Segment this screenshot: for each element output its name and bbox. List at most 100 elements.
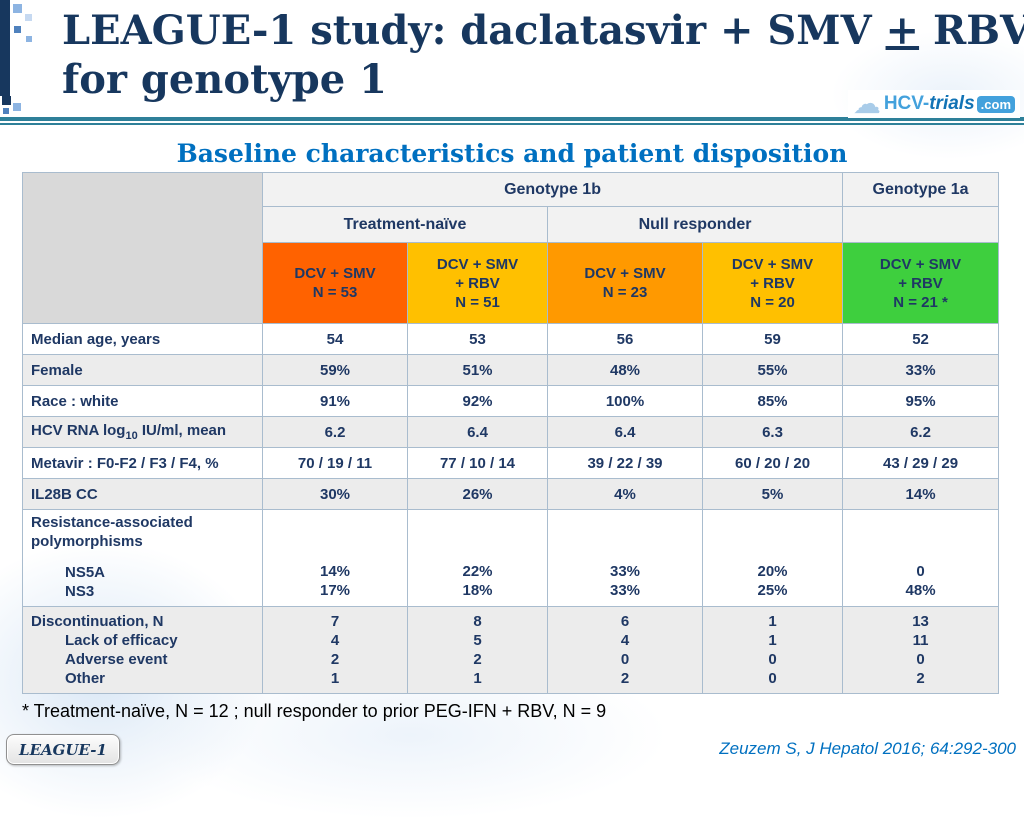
cell: 14% 17% bbox=[262, 509, 408, 607]
row-label: Race : white bbox=[22, 385, 263, 417]
label-line: polymorphisms bbox=[31, 533, 143, 550]
cell: 8 5 2 1 bbox=[407, 606, 548, 694]
row-label: Median age, years bbox=[22, 323, 263, 355]
cell: 59 bbox=[701, 323, 844, 355]
cloud-icon: ☁ bbox=[852, 88, 881, 119]
column-header-line: DCV + SMV bbox=[294, 265, 376, 282]
genotype-1a-header: Genotype 1a bbox=[842, 172, 1000, 207]
row-label: Resistance-associated polymorphisms NS5A… bbox=[22, 509, 263, 607]
cell: 22% 18% bbox=[407, 509, 548, 607]
row-median-age: Median age, years 54 53 56 59 52 bbox=[22, 323, 1000, 355]
cell: 30% bbox=[262, 478, 408, 510]
cell: 92% bbox=[407, 385, 548, 417]
decorative-square bbox=[14, 26, 21, 33]
column-header-dcv-smv-rbv-n51: DCV + SMV + RBV N = 51 bbox=[407, 242, 548, 324]
row-label: IL28B CC bbox=[22, 478, 263, 510]
title-text: LEAGUE-1 study: daclatasvir + SMV bbox=[62, 7, 886, 54]
cell: 6 4 0 2 bbox=[547, 606, 703, 694]
title-underlined-plus: + bbox=[885, 7, 920, 54]
corner-cell bbox=[22, 172, 263, 324]
cell: 1 1 0 0 bbox=[701, 606, 844, 694]
sub-label-ns5a: NS5A bbox=[65, 564, 106, 581]
slide-title: LEAGUE-1 study: daclatasvir + SMV + RBV … bbox=[62, 6, 1024, 104]
table-title: Baseline characteristics and patient dis… bbox=[176, 139, 848, 168]
cell: 48% bbox=[547, 354, 703, 386]
study-badge: LEAGUE-1 bbox=[6, 734, 120, 765]
label-line: Resistance-associated bbox=[31, 514, 193, 531]
cell: 26% bbox=[407, 478, 548, 510]
logo-text-com: .com bbox=[976, 95, 1015, 113]
cell: 59% bbox=[262, 354, 408, 386]
cell: 60 / 20 / 20 bbox=[701, 447, 844, 479]
row-metavir: Metavir : F0-F2 / F3 / F4, % 70 / 19 / 1… bbox=[22, 447, 1000, 479]
baseline-table: Genotype 1b Genotype 1a Treatment-naïve … bbox=[22, 172, 1000, 694]
decorative-square bbox=[13, 103, 21, 111]
decorative-square bbox=[3, 108, 9, 114]
genotype-1b-header: Genotype 1b bbox=[261, 172, 844, 207]
footnote: * Treatment-naïve, N = 12 ; null respond… bbox=[22, 701, 607, 721]
cell: 33% 33% bbox=[547, 509, 703, 607]
cell: 39 / 22 / 39 bbox=[547, 447, 703, 479]
column-header-line: DCV + SMV bbox=[731, 255, 814, 273]
row-label: Metavir : F0-F2 / F3 / F4, % bbox=[22, 447, 263, 479]
cell: 52 bbox=[842, 323, 1000, 355]
decorative-square bbox=[25, 14, 32, 21]
cell: 6.2 bbox=[842, 416, 1000, 448]
column-header-row: DCV + SMV N = 53 DCV + SMV + RBV N = 51 … bbox=[23, 242, 1000, 324]
row-race-white: Race : white 91% 92% 100% 85% 95% bbox=[22, 385, 1000, 417]
cell: 54 bbox=[262, 323, 408, 355]
row-hcv-rna: HCV RNA log10 IU/ml, mean 6.2 6.4 6.4 6.… bbox=[22, 416, 1000, 448]
column-header-line: N = 23 bbox=[602, 284, 648, 301]
genotype-header-row: Genotype 1b Genotype 1a bbox=[22, 172, 1000, 324]
decorative-square bbox=[26, 36, 32, 42]
row-label: Discontinuation, N Lack of efficacy Adve… bbox=[22, 606, 263, 694]
cell: 55% bbox=[701, 354, 844, 386]
row-resistance-polymorphisms: Resistance-associated polymorphisms NS5A… bbox=[22, 509, 1000, 607]
cell: 43 / 29 / 29 bbox=[842, 447, 1000, 479]
cell: 0 48% bbox=[842, 509, 1000, 607]
column-header-line: + RBV bbox=[455, 274, 500, 292]
subgroup-header-row: Treatment-naïve Null responder bbox=[23, 206, 1000, 243]
cell: 6.4 bbox=[407, 416, 548, 448]
cell: 7 4 2 1 bbox=[262, 606, 408, 694]
cell: 56 bbox=[547, 323, 703, 355]
decorative-square bbox=[13, 4, 22, 13]
column-header-line: DCV + SMV bbox=[436, 255, 519, 273]
row-female: Female 59% 51% 48% 55% 33% bbox=[22, 354, 1000, 386]
slide-title-line2: for genotype 1 bbox=[62, 56, 387, 103]
column-header-line: DCV + SMV bbox=[584, 265, 666, 282]
cell: 85% bbox=[701, 385, 844, 417]
column-header-dcv-smv-n53: DCV + SMV N = 53 bbox=[262, 242, 408, 324]
cell: 4% bbox=[547, 478, 703, 510]
hcv-trials-logo: ☁ HCV-trials .com bbox=[847, 88, 1020, 119]
subscript-10: 10 bbox=[125, 430, 138, 442]
sub-label-other: Other bbox=[65, 670, 106, 687]
column-header-line: N = 51 bbox=[455, 293, 500, 311]
cell: 100% bbox=[547, 385, 703, 417]
column-header-line: DCV + SMV bbox=[879, 255, 962, 273]
column-header-line: + RBV bbox=[750, 274, 795, 292]
cell: 14% bbox=[842, 478, 1000, 510]
citation: Zeuzem S, J Hepatol 2016; 64:292-300 bbox=[719, 739, 1016, 758]
cell: 13 11 0 2 bbox=[842, 606, 1000, 694]
cell: 77 / 10 / 14 bbox=[407, 447, 548, 479]
null-responder-header: Null responder bbox=[546, 206, 844, 243]
spacer bbox=[31, 551, 258, 563]
column-header-line: N = 20 bbox=[750, 293, 795, 311]
cell: 91% bbox=[262, 385, 408, 417]
title-separator bbox=[0, 117, 1024, 125]
row-label: Female bbox=[22, 354, 263, 386]
sub-label-lack-of-efficacy: Lack of efficacy bbox=[65, 632, 178, 649]
left-accent-bar bbox=[0, 0, 10, 96]
cell: 6.4 bbox=[547, 416, 703, 448]
slide-title-line1: LEAGUE-1 study: daclatasvir + SMV + RBV bbox=[62, 6, 1024, 55]
row-label: HCV RNA log10 IU/ml, mean bbox=[22, 416, 263, 448]
separator-thin-line bbox=[0, 123, 1024, 125]
column-header-line: + RBV bbox=[898, 274, 943, 292]
label-line: Discontinuation, N bbox=[31, 613, 164, 630]
sub-label-ns3: NS3 bbox=[65, 583, 95, 600]
cell: 6.3 bbox=[701, 416, 844, 448]
logo-text-hcv: HCV- bbox=[883, 93, 930, 114]
logo-text-trials: trials bbox=[929, 93, 975, 114]
treatment-naive-header: Treatment-naïve bbox=[262, 206, 548, 243]
